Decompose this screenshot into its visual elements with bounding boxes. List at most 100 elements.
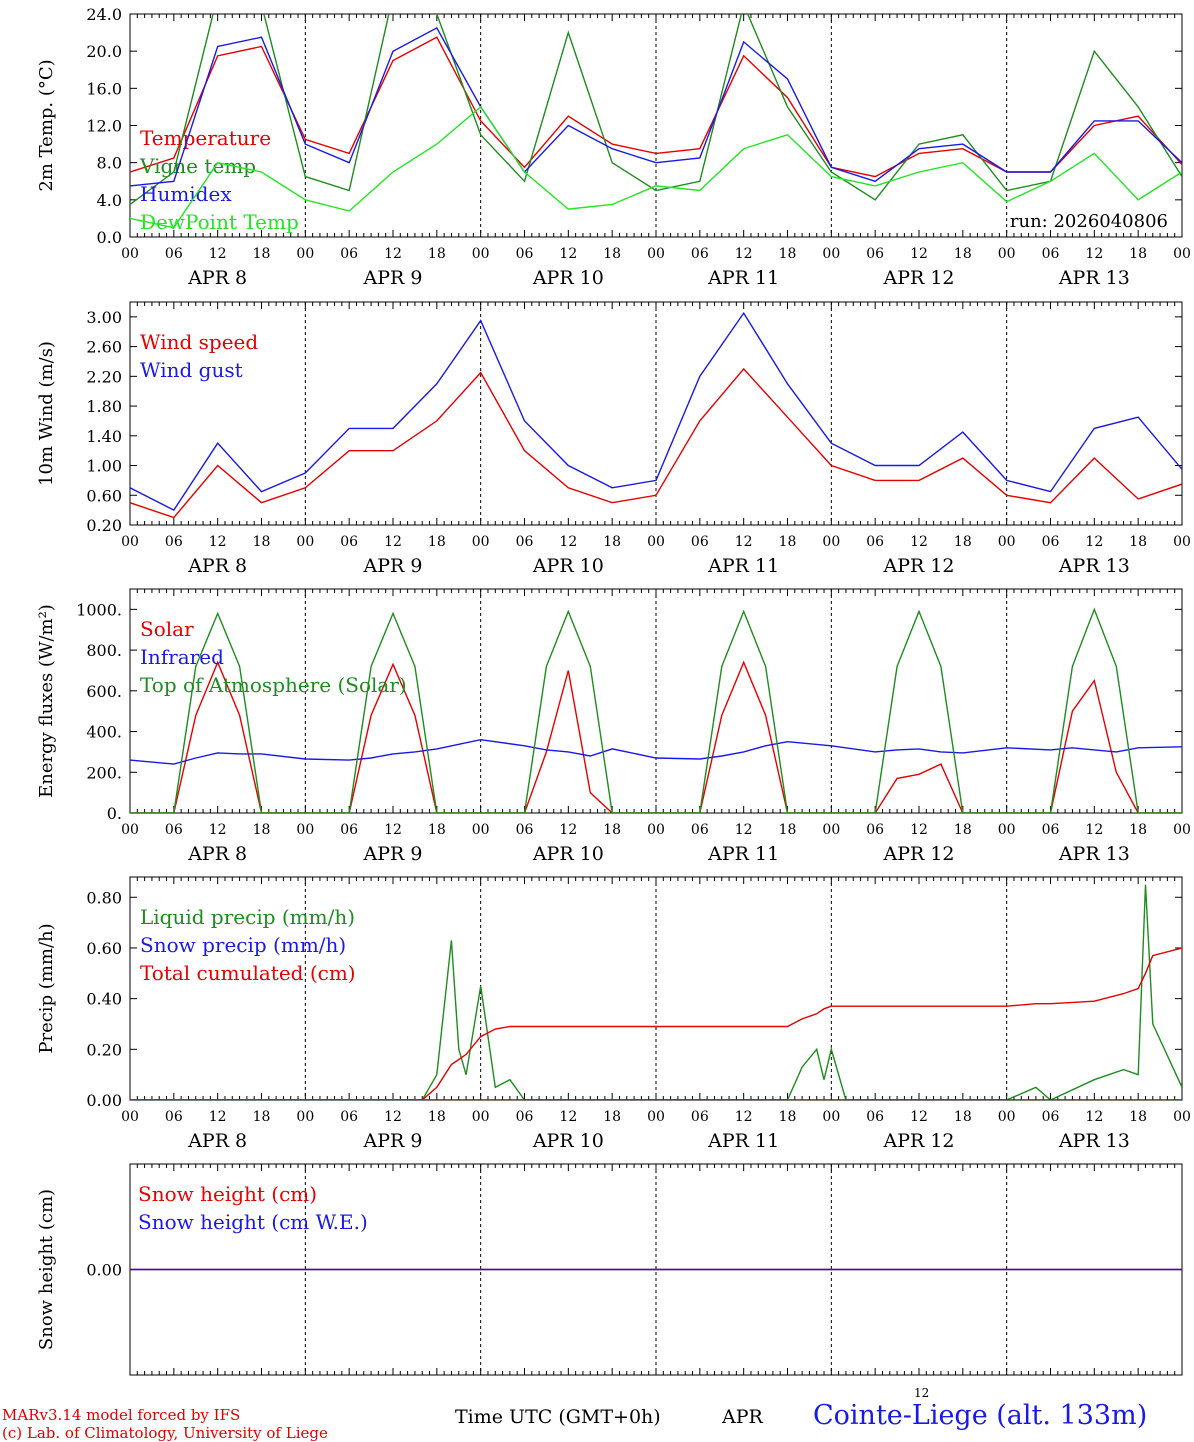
x-day-label: APR 13 [1058, 1130, 1130, 1152]
x-tick-label: 00 [822, 1109, 840, 1125]
x-day-label: APR 13 [1058, 555, 1130, 577]
plot-frame [129, 301, 1183, 526]
x-tick-label: 00 [296, 534, 314, 550]
y-axis-label: 2m Temp. (°C) [36, 59, 57, 191]
y-tick-label: 24.0 [86, 5, 122, 24]
series-line-total-cumulated-cm- [130, 947, 1182, 1100]
x-tick-label: 06 [165, 246, 183, 262]
x-day-label: APR 8 [187, 843, 247, 865]
legend-entry: Total cumulated (cm) [140, 961, 356, 985]
x-tick-label: 00 [998, 246, 1016, 262]
x-tick-label: 06 [866, 534, 884, 550]
x-tick-label: 18 [253, 1109, 271, 1125]
x-tick-label: 12 [910, 822, 928, 838]
x-tick-label: 00 [647, 534, 665, 550]
y-tick-label: 0.80 [86, 888, 122, 907]
y-tick-label: 12.0 [86, 117, 122, 136]
x-tick-label: 00 [472, 1109, 490, 1125]
month-label: APR [722, 1406, 763, 1428]
x-tick-label: 06 [691, 534, 709, 550]
y-tick-label: 0.20 [86, 1040, 122, 1059]
x-day-label: APR 8 [187, 267, 247, 289]
x-tick-label: 18 [603, 822, 621, 838]
x-day-label: APR 8 [187, 1130, 247, 1152]
x-day-label: APR 12 [882, 843, 954, 865]
x-tick-label: 00 [647, 822, 665, 838]
x-day-label: APR 8 [187, 555, 247, 577]
x-day-label: APR 12 [882, 555, 954, 577]
y-tick-label: 1.00 [86, 457, 122, 476]
x-tick-label: 12 [910, 534, 928, 550]
series-line-wind-gust [130, 311, 1182, 512]
x-tick-label: 06 [866, 822, 884, 838]
x-tick-label: 12 [209, 822, 227, 838]
series-line-infrared [130, 738, 1182, 765]
x-tick-label: 00 [647, 246, 665, 262]
legend-entry: Vigne temp [139, 154, 256, 178]
x-tick-label: 06 [165, 1109, 183, 1125]
x-tick-label: 18 [954, 822, 972, 838]
x-day-label: APR 13 [1058, 843, 1130, 865]
x-tick-label: 12 [559, 534, 577, 550]
x-tick-label: 00 [1173, 246, 1191, 262]
legend-entry: DewPoint Temp [140, 210, 299, 234]
x-tick-label: 00 [472, 246, 490, 262]
y-tick-label: 1000. [76, 600, 122, 619]
x-tick-label: 12 [910, 1109, 928, 1125]
x-tick-label: 18 [428, 246, 446, 262]
series-line-dewpoint-temp [130, 105, 1182, 229]
x-tick-label: 00 [822, 246, 840, 262]
x-day-label: APR 12 [882, 267, 954, 289]
x-tick-label: 06 [516, 1109, 534, 1125]
x-tick-label: 12 [735, 534, 753, 550]
y-tick-label: 0.0 [97, 228, 122, 247]
legend-entry: Top of Atmosphere (Solar) [140, 673, 407, 697]
x-tick-label: 18 [603, 246, 621, 262]
plot-frame [129, 13, 1183, 238]
x-tick-label: 06 [691, 822, 709, 838]
x-tick-label: 18 [954, 246, 972, 262]
x-tick-label: 06 [340, 246, 358, 262]
x-tick-label: 00 [1173, 534, 1191, 550]
x-tick-label: 18 [779, 246, 797, 262]
legend-entry: Wind speed [140, 330, 258, 354]
x-tick-label: 12 [209, 246, 227, 262]
y-tick-label: 0.60 [86, 486, 122, 505]
x-tick-label: 18 [779, 1109, 797, 1125]
x-tick-label: 06 [691, 1109, 709, 1125]
x-tick-label: 18 [1129, 822, 1147, 838]
x-tick-label: 06 [165, 534, 183, 550]
x-day-label: APR 13 [1058, 267, 1130, 289]
x-tick-label: 06 [1042, 246, 1060, 262]
x-tick-label: 12 [559, 246, 577, 262]
x-tick-label: 12 [735, 1109, 753, 1125]
y-tick-label: 0.20 [86, 516, 122, 535]
x-tick-label: 00 [998, 822, 1016, 838]
x-day-label: APR 12 [882, 1130, 954, 1152]
y-tick-label: 1.40 [86, 427, 122, 446]
x-tick-label: 06 [516, 534, 534, 550]
series-line-liquid-precip-mm-h- [130, 884, 1182, 1100]
x-tick-label: 06 [340, 534, 358, 550]
x-tick-label: 12 [1085, 822, 1103, 838]
x-tick-label: 12 [209, 1109, 227, 1125]
x-day-label: APR 10 [532, 843, 604, 865]
x-tick-label: 18 [954, 534, 972, 550]
x-tick-label: 18 [1129, 246, 1147, 262]
x-tick-label: 00 [998, 1109, 1016, 1125]
x-day-label: APR 11 [707, 843, 779, 865]
x-tick-label: 00 [472, 534, 490, 550]
x-tick-label: 12 [384, 822, 402, 838]
x-tick-label: 06 [866, 1109, 884, 1125]
legend-entry: Snow precip (mm/h) [140, 933, 346, 957]
y-tick-label: 400. [86, 723, 122, 742]
x-tick-label: 12 [735, 822, 753, 838]
y-tick-label: 0.60 [86, 939, 122, 958]
x-tick-label: 00 [121, 246, 139, 262]
y-tick-label: 1.80 [86, 397, 122, 416]
plot-frame [129, 588, 1183, 814]
x-tick-label: 06 [516, 246, 534, 262]
y-tick-label: 200. [86, 763, 122, 782]
x-tick-label: 06 [1042, 822, 1060, 838]
